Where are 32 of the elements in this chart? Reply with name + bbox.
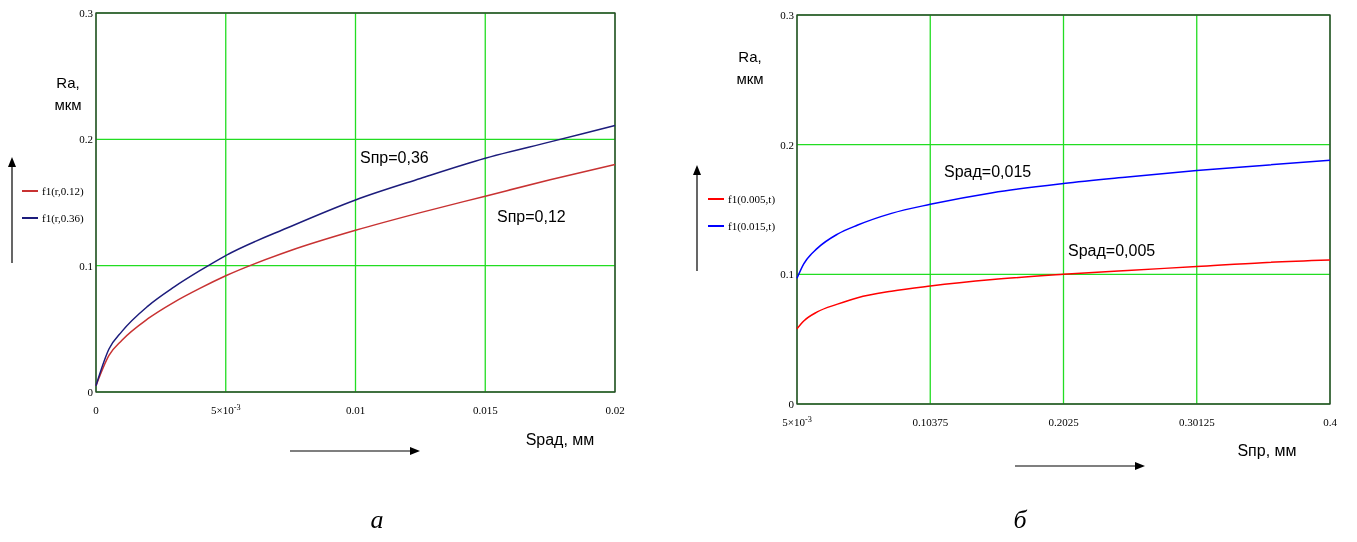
y-axis-title: Ra, мкм: [54, 74, 82, 113]
x-tick-label: 0.01: [345, 404, 366, 416]
x-tick-label: 0.2025: [1048, 416, 1080, 428]
text: а: [370, 505, 384, 534]
y-tick-label: 0.3: [780, 9, 795, 21]
legend-label: f1(0.005,t): [728, 193, 776, 206]
annotation: Sпр=0,12: [497, 208, 566, 225]
annotation: Sрад=0,005: [1068, 242, 1156, 259]
x-tick-label: 0.10375: [912, 416, 949, 428]
x-tick-label: 0.4: [1323, 416, 1338, 428]
x-axis-title: Sпр, мм: [1237, 442, 1297, 459]
y-tick-label: 0.1: [780, 268, 794, 281]
annotation: Sпр=0,36: [360, 149, 429, 166]
line-series: [796, 159, 1331, 279]
y-tick-label: 0: [87, 386, 94, 398]
legend-label: f1(r,0.12): [42, 185, 85, 198]
y-tick-label: 0.2: [780, 138, 794, 151]
line-series: [796, 259, 1331, 330]
y-tick-label: 0.3: [79, 7, 94, 19]
y-tick-label: 0.1: [79, 259, 93, 272]
y-tick-label: 0.2: [79, 133, 93, 146]
x-axis-title: Sрад, мм: [525, 431, 595, 448]
y-axis-title: Ra, мкм: [736, 48, 764, 87]
x-tick-label: 5×10$^{-3}$: [782, 414, 812, 428]
x-tick-label: 0.02: [605, 404, 625, 416]
text: б: [1013, 505, 1028, 534]
x-tick-label: 5×10$^{-3}$: [210, 402, 241, 416]
x-tick-label: 0.015: [472, 404, 499, 416]
annotation: Sрад=0,015: [944, 163, 1032, 180]
legend-label: f1(r,0.36): [42, 212, 85, 225]
x-tick-label: 0.30125: [1178, 416, 1216, 428]
legend-label: f1(0.015,t): [728, 220, 776, 233]
